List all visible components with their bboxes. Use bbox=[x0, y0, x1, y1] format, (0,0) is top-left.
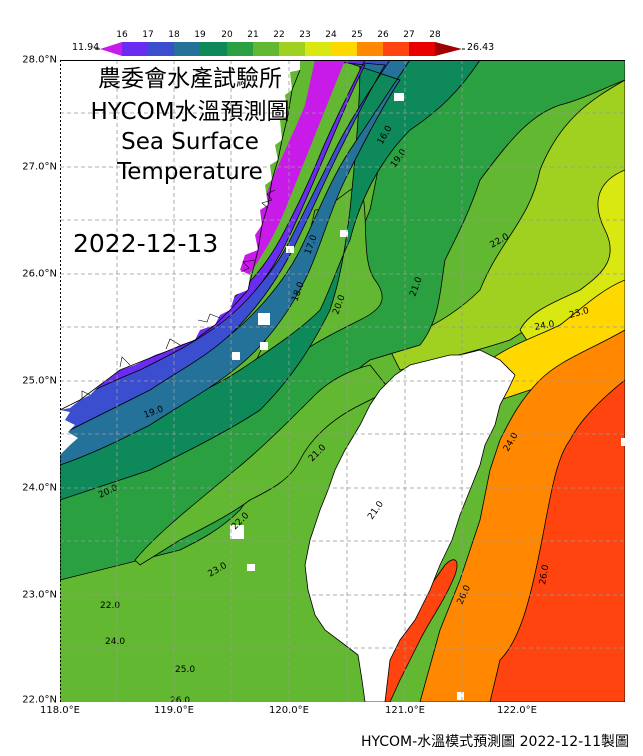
lat-label: 28.0°N bbox=[22, 54, 57, 66]
colorbar-max-label: 26.43 bbox=[467, 42, 495, 53]
colorbar-tick: 18 bbox=[168, 30, 180, 40]
lat-label: 24.0°N bbox=[22, 482, 57, 494]
lat-label: 23.0°N bbox=[22, 589, 57, 601]
lat-label: 26.0°N bbox=[22, 268, 57, 280]
lon-label: 119.0°E bbox=[154, 705, 194, 716]
svg-text:24.0: 24.0 bbox=[534, 320, 556, 333]
colorbar-tick: 26 bbox=[377, 30, 389, 40]
title-product: HYCOM水溫預測圖 bbox=[90, 99, 290, 125]
lon-label: 118.0°E bbox=[40, 705, 80, 716]
title-sst-line2: Temperature bbox=[117, 159, 263, 185]
colorbar-tick: 28 bbox=[429, 30, 441, 40]
lon-label: 121.0°E bbox=[385, 705, 425, 716]
colorbar-tick: 21 bbox=[247, 30, 259, 40]
forecast-date: 2022-12-13 bbox=[73, 229, 219, 258]
lat-label: 27.0°N bbox=[22, 161, 57, 173]
colorbar-tick: 24 bbox=[325, 30, 337, 40]
svg-text:22.0: 22.0 bbox=[100, 601, 120, 611]
svg-text:26.0: 26.0 bbox=[538, 564, 551, 586]
colorbar-tick: 25 bbox=[351, 30, 363, 40]
colorbar-tick: 19 bbox=[194, 30, 206, 40]
colorbar-min-label: 11.94 bbox=[72, 42, 100, 53]
colorbar-tick: 16 bbox=[116, 30, 128, 40]
lon-label: 120.0°E bbox=[269, 705, 309, 716]
title-institute: 農委會水產試驗所 bbox=[98, 66, 282, 92]
lat-label: 22.0°N bbox=[22, 694, 57, 706]
title-sst-line1: Sea Surface bbox=[121, 129, 259, 155]
colorbar: 11.94 26.43 16 17 18 19 20 21 22 23 24 2… bbox=[0, 0, 643, 60]
colorbar-tick: 17 bbox=[142, 30, 154, 40]
colorbar-tick: 23 bbox=[299, 30, 311, 40]
svg-text:26.0: 26.0 bbox=[170, 696, 190, 702]
colorbar-tick: 20 bbox=[221, 30, 233, 40]
lon-label: 122.0°E bbox=[497, 705, 537, 716]
lat-label: 25.0°N bbox=[22, 375, 57, 387]
sst-map-graphic: 16.0 19.0 17.0 18.0 20.0 21.0 22.0 23.0 … bbox=[60, 60, 625, 702]
svg-text:25.0: 25.0 bbox=[175, 665, 195, 675]
footer-caption: HYCOM-水溫模式預測圖 2022-12-11製圖 bbox=[360, 734, 629, 750]
sst-map: 16.0 19.0 17.0 18.0 20.0 21.0 22.0 23.0 … bbox=[60, 60, 625, 702]
colorbar-tick: 27 bbox=[403, 30, 415, 40]
colorbar-graphic bbox=[95, 42, 465, 56]
svg-text:24.0: 24.0 bbox=[105, 637, 125, 647]
colorbar-tick: 22 bbox=[273, 30, 285, 40]
